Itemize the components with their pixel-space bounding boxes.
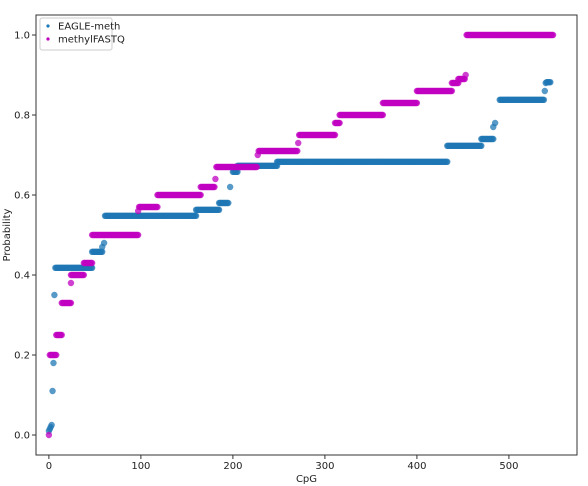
legend-label-methylfastq: methylFASTQ xyxy=(58,35,125,46)
y-tick-label: 0.0 xyxy=(14,431,30,442)
data-point xyxy=(331,131,339,139)
data-point xyxy=(211,183,218,191)
y-axis-label: Probability xyxy=(2,208,13,261)
data-point xyxy=(134,231,142,239)
data-point xyxy=(413,99,421,107)
data-point xyxy=(547,79,554,86)
y-tick-label: 0.6 xyxy=(14,191,30,202)
data-point xyxy=(67,299,75,307)
legend-box xyxy=(39,17,113,51)
data-point xyxy=(541,87,548,95)
x-tick-label: 100 xyxy=(131,461,150,472)
data-point xyxy=(444,158,451,165)
series-layer xyxy=(45,31,557,439)
series-methylfastq xyxy=(45,31,557,439)
legend: EAGLE-meth methylFASTQ xyxy=(39,17,125,51)
data-point xyxy=(51,291,58,299)
x-axis-label: CpG xyxy=(296,474,317,485)
data-point xyxy=(50,359,57,367)
data-point xyxy=(478,142,485,149)
y-tick-label: 0.4 xyxy=(14,271,30,282)
y-axis: 0.0 0.2 0.4 0.6 0.8 1.0 xyxy=(14,31,36,442)
data-point xyxy=(88,259,96,267)
data-point xyxy=(225,199,232,207)
data-point xyxy=(99,248,106,255)
data-point xyxy=(490,135,497,143)
x-tick-label: 300 xyxy=(315,461,334,472)
series-eagle-meth xyxy=(45,79,554,435)
data-point xyxy=(294,147,301,155)
data-point xyxy=(80,271,88,279)
data-point xyxy=(48,421,55,429)
data-point xyxy=(154,203,161,211)
data-point xyxy=(336,119,343,127)
data-point xyxy=(226,183,234,191)
y-tick-label: 0.2 xyxy=(14,351,30,362)
data-point xyxy=(53,351,60,359)
data-point xyxy=(253,163,261,171)
x-tick-label: 200 xyxy=(223,461,242,472)
data-point xyxy=(379,111,387,119)
data-point xyxy=(49,387,56,395)
data-point xyxy=(100,239,108,247)
data-point xyxy=(491,119,499,127)
data-point xyxy=(540,96,548,104)
legend-marker-methylfastq xyxy=(46,37,50,41)
data-point xyxy=(234,168,241,175)
data-point xyxy=(197,191,204,199)
x-axis: 0 100 200 300 400 500 xyxy=(46,455,518,472)
data-point xyxy=(192,212,200,219)
data-point xyxy=(58,331,65,339)
data-point xyxy=(295,139,302,147)
y-tick-label: 0.8 xyxy=(14,111,30,122)
data-point xyxy=(67,279,75,287)
legend-label-eagle-meth: EAGLE-meth xyxy=(58,22,120,33)
legend-marker-eagle-meth xyxy=(46,24,50,28)
data-point xyxy=(215,206,223,213)
y-tick-label: 1.0 xyxy=(14,31,30,42)
plot-area xyxy=(35,14,578,456)
x-tick-label: 400 xyxy=(407,461,426,472)
data-point xyxy=(462,71,469,79)
data-point xyxy=(45,431,53,439)
x-tick-label: 500 xyxy=(499,461,518,472)
data-point xyxy=(88,264,96,271)
data-point xyxy=(448,87,456,95)
data-point xyxy=(549,31,557,39)
x-tick-label: 0 xyxy=(46,461,52,472)
data-point xyxy=(212,175,219,183)
